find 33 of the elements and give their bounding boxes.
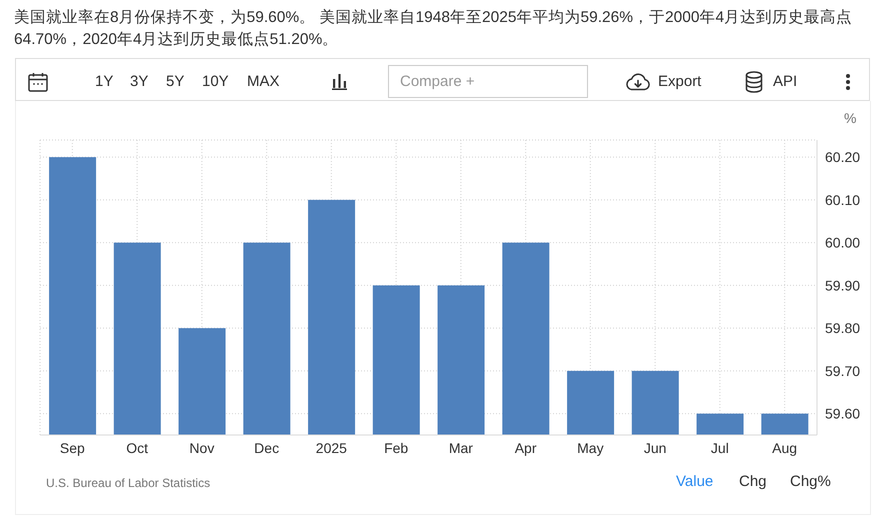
text: MAX xyxy=(247,73,280,91)
x-tick-label: Mar xyxy=(448,440,474,456)
y-tick-label: 59.80 xyxy=(825,320,860,336)
y-tick-label: 60.00 xyxy=(825,234,860,251)
x-tick-label: Sep xyxy=(60,440,86,456)
text: Value xyxy=(676,473,714,491)
y-tick-label: 59.60 xyxy=(825,406,860,422)
y-tick-label: 60.10 xyxy=(825,192,860,208)
text: 5Y xyxy=(166,73,184,91)
text: Compare + xyxy=(400,73,475,91)
text: 1Y xyxy=(95,73,114,91)
x-tick-label: Jun xyxy=(644,440,666,456)
chart-title: 美国就业率在8月份保持不变，为59.60%。 美国就业率自1948年至2025年平均为59.26%，于2000年4月达到历史最高点64.70%，2020年4月达到历史最低点51.20%。 xyxy=(14,8,854,50)
y-tick-label: 59.90 xyxy=(825,277,860,294)
text: 10Y xyxy=(202,73,229,91)
x-tick-label: Jul xyxy=(710,440,729,456)
text: 3Y xyxy=(130,73,148,91)
x-tick-label: May xyxy=(577,440,604,456)
x-tick-label: Oct xyxy=(126,440,148,456)
x-tick-label: 2025 xyxy=(316,440,348,456)
y-axis-title: % xyxy=(844,110,856,126)
text: Chg xyxy=(739,473,767,491)
text: Export xyxy=(658,73,702,91)
x-tick-label: Apr xyxy=(514,440,537,456)
y-tick-label: 59.70 xyxy=(825,362,860,379)
x-tick-label: Feb xyxy=(384,440,408,456)
x-tick-label: Nov xyxy=(189,440,214,456)
x-tick-label: Dec xyxy=(254,440,280,456)
text: API xyxy=(773,73,798,91)
text: Chg% xyxy=(790,473,831,491)
x-tick-label: Aug xyxy=(772,440,798,456)
text: U.S. Bureau of Labor Statistics xyxy=(46,475,210,492)
y-tick-label: 60.20 xyxy=(825,149,860,166)
